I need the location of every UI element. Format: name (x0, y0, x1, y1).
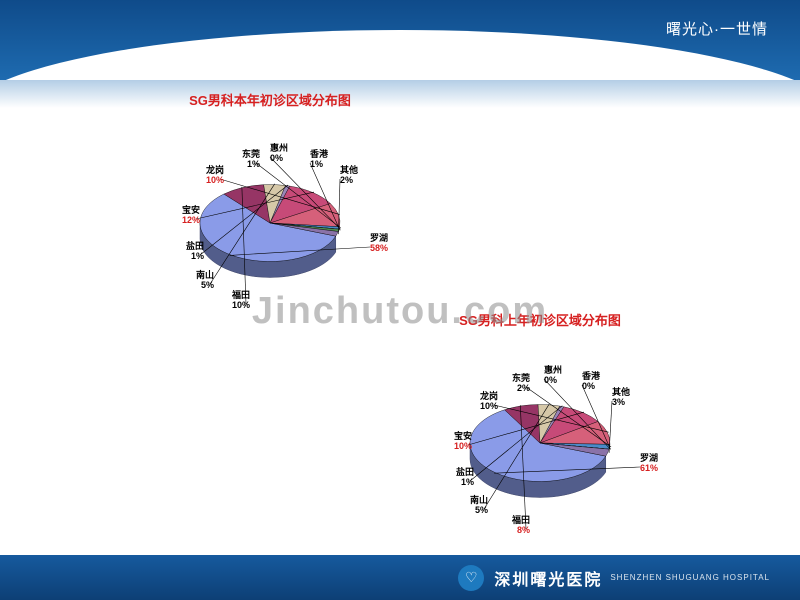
slice-label-pct: 5% (475, 505, 488, 515)
slice-label-pct: 12% (182, 215, 200, 225)
slice-label-pct: 3% (612, 397, 625, 407)
slice-label-pct: 8% (517, 525, 530, 535)
slice-label-name: 其他 (340, 164, 358, 175)
chart-last-year: SG男科上年初诊区域分布图 罗湖61%福田8%南山5%盐田1%宝安10%龙岗10… (360, 310, 720, 550)
slice-label-name: 香港 (309, 148, 329, 159)
pie-chart: 罗湖61%福田8%南山5%盐田1%宝安10%龙岗10%东莞2%惠州0%香港0%其… (360, 333, 720, 543)
slice-label-pct: 5% (201, 280, 214, 290)
slice-label-name: 罗湖 (370, 232, 388, 243)
slice-label-name: 其他 (612, 386, 630, 397)
header-band (0, 0, 800, 80)
slice-label-name: 盐田 (456, 466, 474, 477)
slice-label-pct: 1% (247, 159, 260, 169)
slice-label-pct: 10% (480, 401, 498, 411)
hospital-name-en: SHENZHEN SHUGUANG HOSPITAL (610, 573, 770, 582)
slice-label-name: 惠州 (270, 142, 288, 153)
slice-label-name: 福田 (511, 514, 530, 525)
slice-label-pct: 10% (206, 175, 224, 185)
slice-label-name: 宝安 (182, 204, 200, 215)
chart-this-year: SG男科本年初诊区域分布图 罗湖58%福田10%南山5%盐田1%宝安12%龙岗1… (90, 90, 450, 330)
slice-label-name: 南山 (196, 269, 214, 280)
slice-label-name: 罗湖 (640, 452, 658, 463)
slice-label-name: 福田 (231, 289, 250, 300)
header-slogan: 曙光心·一世情 (666, 18, 768, 39)
slice-label-name: 龙岗 (205, 164, 224, 175)
slice-label-pct: 2% (340, 175, 353, 185)
chart-title: SG男科上年初诊区域分布图 (360, 310, 720, 329)
slice-label-pct: 10% (454, 441, 472, 451)
slice-label-name: 惠州 (544, 364, 562, 375)
slice-label-name: 宝安 (454, 430, 472, 441)
slice-label-pct: 61% (640, 463, 658, 473)
slice-label-pct: 10% (232, 300, 250, 310)
slice-label-pct: 1% (461, 477, 474, 487)
footer: ♡ 深圳曙光医院 SHENZHEN SHUGUANG HOSPITAL (0, 555, 800, 600)
slice-label-name: 南山 (470, 494, 488, 505)
pie-chart: 罗湖58%福田10%南山5%盐田1%宝安12%龙岗10%东莞1%惠州0%香港1%… (90, 113, 450, 323)
slice-label-pct: 2% (517, 383, 530, 393)
hospital-name: 深圳曙光医院 (494, 566, 602, 590)
slice-label-name: 东莞 (512, 372, 530, 383)
slice-label-pct: 0% (582, 381, 595, 391)
heart-icon: ♡ (458, 565, 484, 591)
slice-label-pct: 1% (191, 251, 204, 261)
slice-label-pct: 58% (370, 243, 388, 253)
slice-label-pct: 1% (310, 159, 323, 169)
slice-label-name: 盐田 (186, 240, 204, 251)
slice-label-name: 东莞 (242, 148, 260, 159)
slice-label-name: 香港 (581, 370, 601, 381)
slice-label-pct: 0% (270, 153, 283, 163)
slice-label-pct: 0% (544, 375, 557, 385)
chart-title: SG男科本年初诊区域分布图 (90, 90, 450, 109)
slice-label-name: 龙岗 (479, 390, 498, 401)
